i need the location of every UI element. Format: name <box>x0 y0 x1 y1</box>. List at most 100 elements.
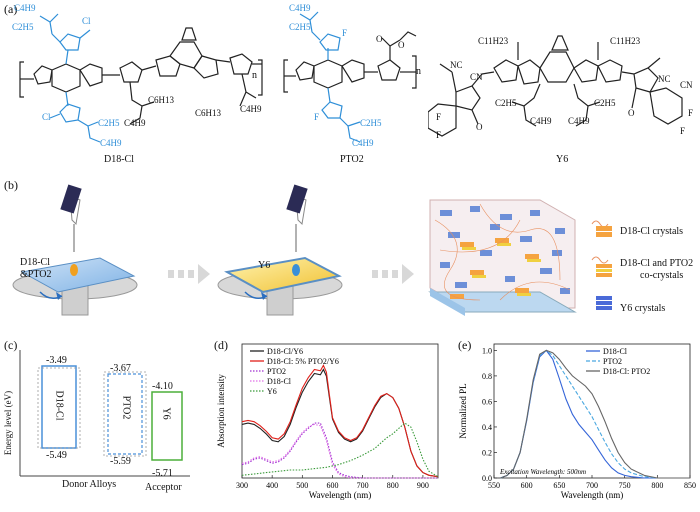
legend-icon-cocrystal <box>591 256 612 277</box>
legend-y6-crystals: Y6 crystals <box>620 303 666 314</box>
y-axis-label: Absorption intensity <box>216 374 226 448</box>
pl-chart: 550 600 650 700 750 800 850 0.0 0.2 0.4 0.6 0.8 1.0 W… <box>458 343 696 500</box>
acceptor-label: Acceptor <box>145 482 182 493</box>
pto2-lumo: -3.67 <box>110 363 131 374</box>
pto2-sub-f-top: F <box>342 28 348 38</box>
y-tick-label: 0.8 <box>482 372 492 381</box>
y-axis-label: Normalized PL <box>458 383 468 438</box>
x-tick-label: 850 <box>684 481 696 490</box>
pto2-sub-f-bottom: F <box>314 112 320 122</box>
pto2-sub-c2h5-bottom: C2H5 <box>360 118 382 128</box>
pto2-homo: -5.59 <box>110 456 131 467</box>
x-axis-label: Wavelength (nm) <box>309 490 372 500</box>
y6-sub-f-2: F <box>436 130 442 140</box>
panel-c-label: (c) <box>4 338 18 352</box>
y-tick-label: 0.6 <box>482 397 492 406</box>
spin-coater-2 <box>217 184 343 316</box>
series-line-4 <box>241 422 439 478</box>
pto2-structure <box>283 11 417 143</box>
y-tick-label: 1.0 <box>482 346 492 355</box>
d18cl-sub-c4h9-bottom: C4H9 <box>100 138 122 148</box>
d18cl-name: D18-Cl <box>104 154 134 165</box>
series-line-2 <box>500 349 690 479</box>
d18cl-box-label: D18-Cl <box>53 390 65 421</box>
x-tick-label: 700 <box>357 481 369 490</box>
series-line-1 <box>500 349 690 479</box>
y6-sub-c11h23-left: C11H23 <box>478 36 509 46</box>
pto2-n-subscript: n <box>416 66 421 77</box>
donor-alloys-label: Donor Alloys <box>62 479 117 490</box>
y6-sub-cn-left: CN <box>470 72 483 82</box>
legend-icon-y6 <box>596 296 612 310</box>
pto2-ester-o: O <box>376 34 383 44</box>
y6-sub-o-left: O <box>476 122 483 132</box>
legend-entry-0: D18-Cl/Y6 <box>267 347 303 356</box>
y-tick-label: 0.4 <box>482 423 492 432</box>
y6-sub-f-3: F <box>688 108 694 118</box>
y6-sub-f-1: F <box>436 112 442 122</box>
legend-entry-1: PTO2 <box>603 357 622 366</box>
film-morphology <box>428 199 577 316</box>
energy-ylabel: Energy level (eV) <box>3 390 14 456</box>
step1-label-line2: &PTO2 <box>20 269 52 280</box>
pto2-name: PTO2 <box>340 154 364 165</box>
d18cl-sub-c4h9-b: C4H9 <box>240 104 262 114</box>
d18cl-sub-cl-bottom: Cl <box>42 112 51 122</box>
y6-lumo: -4.10 <box>152 381 173 392</box>
d18cl-structure <box>19 13 263 143</box>
d18cl-sub-c6h13-b: C6H13 <box>195 108 222 118</box>
spin-coater-1 <box>12 184 138 316</box>
x-tick-label: 500 <box>296 481 308 490</box>
x-tick-label: 650 <box>553 481 565 490</box>
x-tick-label: 600 <box>521 481 533 490</box>
series-line-1 <box>241 364 439 478</box>
pto2-sub-c4h9-top: C4H9 <box>289 3 311 13</box>
legend-entry-0: D18-Cl <box>603 347 628 356</box>
y6-structure <box>428 35 683 137</box>
process-schematic <box>12 184 612 316</box>
x-axis-label: Wavelength (nm) <box>561 490 624 500</box>
y6-sub-o-right: O <box>628 108 635 118</box>
y6-sub-c4h9-right: C4H9 <box>568 116 590 126</box>
plot-frame <box>493 343 691 479</box>
x-tick-label: 550 <box>488 481 500 490</box>
panel-a-label: (a) <box>4 2 18 16</box>
y6-name: Y6 <box>556 154 569 165</box>
legend-d18cl-crystals: D18-Cl crystals <box>620 226 684 237</box>
d18cl-n-subscript: n <box>252 70 257 81</box>
pto2-sub-c4h9-bottom: C4H9 <box>352 138 374 148</box>
series-line-2 <box>241 422 438 479</box>
x-tick-label: 400 <box>266 481 278 490</box>
x-tick-label: 300 <box>236 481 248 490</box>
y6-sub-c2h5-right: C2H5 <box>594 98 616 108</box>
pto2-sub-c2h5-top: C2H5 <box>289 22 311 32</box>
d18cl-sub-c6h13-a: C6H13 <box>148 95 175 105</box>
y6-box-label: Y6 <box>160 407 172 420</box>
legend-entry-4: Y6 <box>267 387 277 396</box>
x-tick-label: 750 <box>619 481 631 490</box>
panel-d-label: (d) <box>214 338 228 352</box>
x-tick-label: 600 <box>326 481 338 490</box>
legend-entry-2: D18-Cl: PTO2 <box>603 367 650 376</box>
panel-e-label: (e) <box>458 338 472 352</box>
panel-b-label: (b) <box>4 178 18 192</box>
y6-sub-nc-left: NC <box>450 60 463 70</box>
legend-entry-1: D18-Cl: 5% PTO2/Y6 <box>267 357 339 366</box>
series-line-0 <box>500 349 690 479</box>
annotation: Excitation Wavelength: 500nm <box>499 468 586 476</box>
d18cl-sub-c2h5-top: C2H5 <box>12 22 34 32</box>
legend-cocrystals-line2: co-crystals <box>640 270 684 281</box>
energy-level-diagram <box>19 350 190 477</box>
d18cl-sub-cl-top: Cl <box>82 16 91 26</box>
d18cl-sub-c4h9-a: C4H9 <box>124 118 146 128</box>
plot-frame <box>241 343 439 479</box>
x-tick-label: 800 <box>651 481 663 490</box>
step1-label-line1: D18-Cl <box>20 257 50 268</box>
arrow-2 <box>372 264 414 284</box>
y6-sub-c4h9-left: C4H9 <box>530 116 552 126</box>
legend-entry-2: PTO2 <box>267 367 286 376</box>
y6-sub-c2h5-left: C2H5 <box>495 98 517 108</box>
y6-sub-nc-right: NC <box>658 74 671 84</box>
d18cl-sub-c2h5-bottom: C2H5 <box>98 118 120 128</box>
pto2-ester-o2: O <box>398 40 405 50</box>
